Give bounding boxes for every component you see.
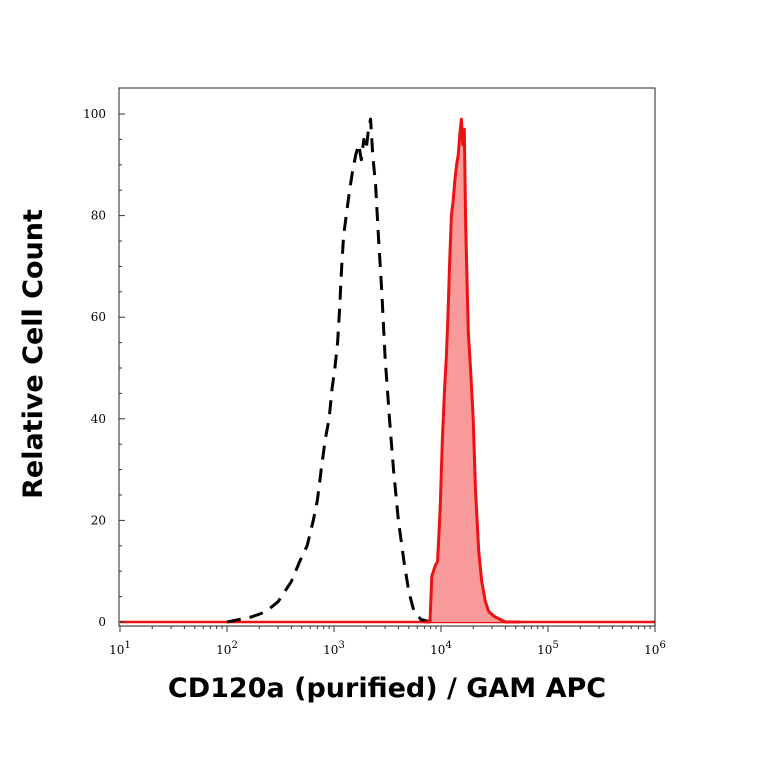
x-tick-label: 106 [644,640,666,657]
y-tick-label: 0 [98,615,106,629]
plot-frame [118,87,656,627]
y-axis-title: Relative Cell Count [18,209,49,499]
series-0-line [226,117,431,624]
y-axis: 0 20 40 60 80 100 [83,107,125,629]
series-1-fill [424,119,521,622]
x-axis-title: CD120a (purified) / GAM APC [168,673,606,704]
x-tick-label: 102 [216,640,238,657]
y-tick-label: 80 [91,209,106,223]
x-tick-label: 103 [323,640,345,657]
y-tick-label: 40 [91,412,106,426]
x-tick-label: 101 [109,640,131,657]
y-tick-label: 100 [83,107,106,121]
x-tick-label: 105 [537,640,559,657]
x-tick-label: 104 [430,640,452,657]
series-layer [120,117,655,624]
y-tick-label: 20 [91,513,106,527]
y-tick-label: 60 [91,310,106,324]
x-axis: 101 102 103 104 105 106 [109,626,666,657]
series-1-line [424,117,521,624]
